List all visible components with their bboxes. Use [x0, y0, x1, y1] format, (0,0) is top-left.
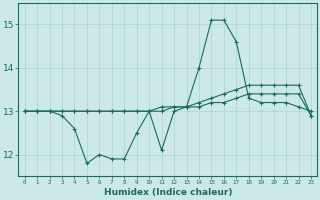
X-axis label: Humidex (Indice chaleur): Humidex (Indice chaleur) — [104, 188, 232, 197]
